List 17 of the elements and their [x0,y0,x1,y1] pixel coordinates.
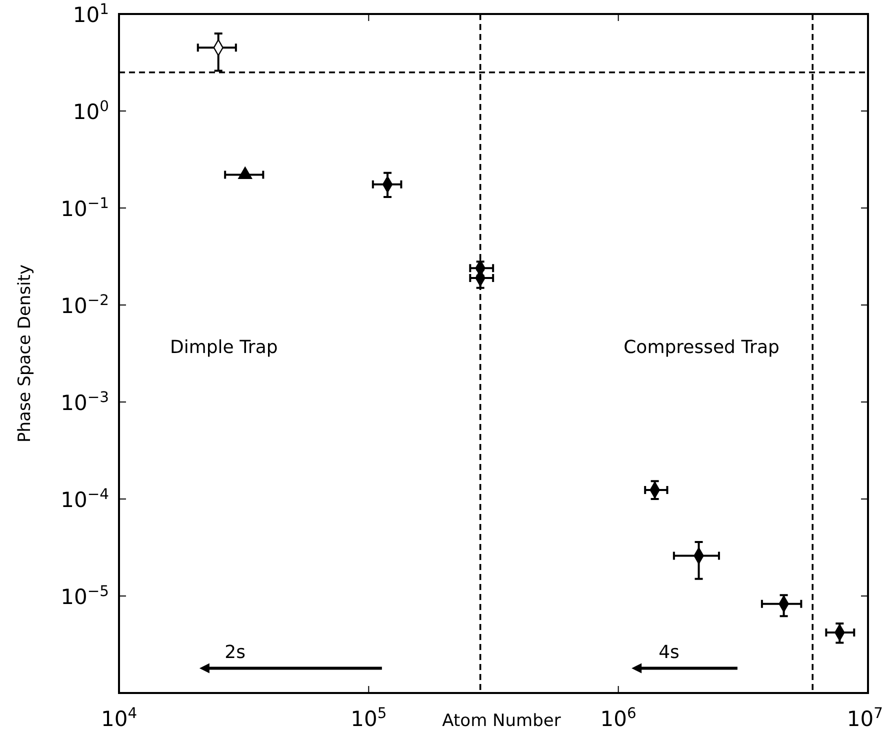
x-tick-label: 10$^{4}$ [100,704,138,731]
x-tick-label: 10$^{6}$ [600,704,636,731]
annotation: Dimple Trap [170,337,278,358]
annotation: 2s [224,642,246,663]
x-tick-label: 10$^{7}$ [846,704,883,731]
y-tick-label: 10$^{1}$ [72,0,109,27]
y-tick-label: 10$^{−4}$ [60,486,109,512]
x-tick-label: 10$^{5}$ [350,704,387,731]
y-axis-title: Phase Space Density [15,264,35,443]
annotation: 4s [658,642,680,663]
x-axis-title: Atom Number [442,711,561,731]
y-tick-label: 10$^{−2}$ [60,292,109,318]
y-tick-label: 10$^{0}$ [72,98,109,124]
annotation: Compressed Trap [624,337,780,358]
y-tick-label: 10$^{−3}$ [60,388,109,415]
y-tick-label: 10$^{−5}$ [60,582,109,609]
y-tick-label: 10$^{−1}$ [60,194,109,221]
